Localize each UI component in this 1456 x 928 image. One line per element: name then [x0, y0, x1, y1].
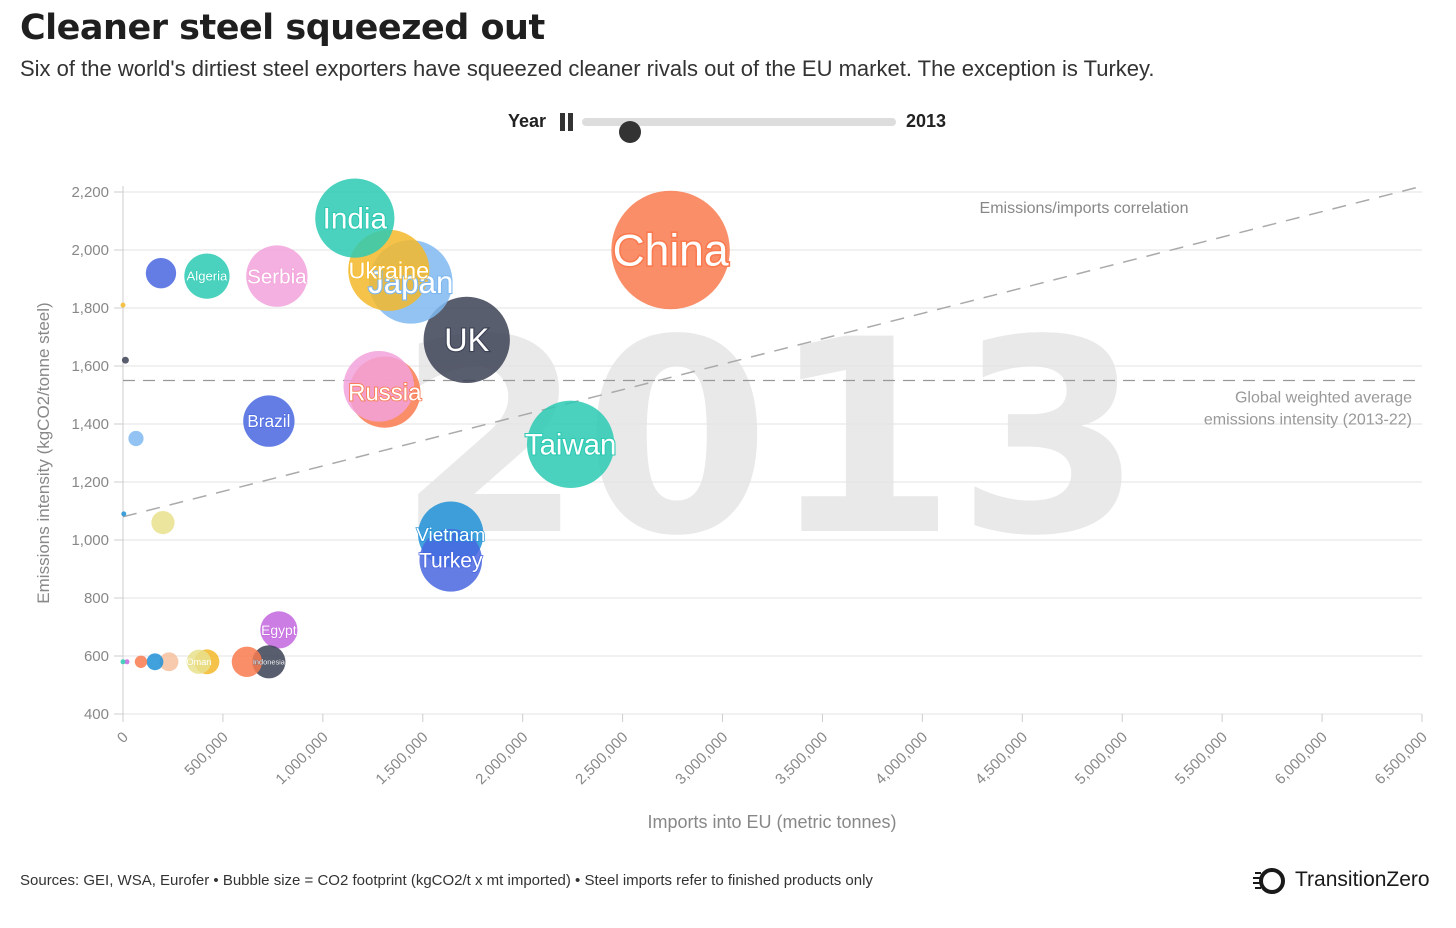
y-tick-label: 600: [84, 648, 109, 665]
bubble-egypt[interactable]: [260, 611, 298, 649]
chart-title: Cleaner steel squeezed out: [20, 8, 545, 48]
reference-lines: Global weighted average emissions intensi…: [122, 185, 1423, 518]
year-watermark: 2013: [397, 283, 1143, 595]
bubble-serbia[interactable]: [246, 245, 308, 307]
y-tick-label: 2,200: [71, 184, 109, 201]
y-tick-label: 400: [84, 706, 109, 723]
bubble-uk[interactable]: [423, 296, 510, 384]
bubble-label: UK: [444, 322, 489, 358]
year-controls: Year 2013: [508, 108, 968, 143]
year-value: 2013: [906, 111, 947, 131]
bubble-chart: 2013 400 600 800 1,000 1,200 1,400 1,600 1,800 2…: [34, 178, 1431, 832]
bubble-label: Russia: [348, 379, 422, 406]
y-tick-label: 1,000: [71, 532, 109, 549]
bubble-label: Taiwan: [525, 429, 617, 462]
x-tick-label: 3,500,000: [772, 729, 831, 788]
bubble-taiwan[interactable]: [526, 400, 615, 488]
x-tick-label: 5,000,000: [1072, 729, 1131, 788]
transitionzero-logo-icon: [1253, 868, 1285, 894]
bubble-label: Egypt: [261, 622, 297, 638]
x-tick-label: 2,500,000: [572, 729, 631, 788]
y-tick-label: 1,800: [71, 300, 109, 317]
bubble-oman[interactable]: [186, 649, 212, 674]
bubble[interactable]: [146, 653, 164, 671]
y-tick-label: 800: [84, 590, 109, 607]
bubble-label: Turkey: [419, 550, 483, 573]
brand-logo: TransitionZero: [1253, 864, 1443, 896]
bubble[interactable]: [151, 511, 175, 535]
y-axis-label: Emissions intensity (kgCO2/tonne steel): [34, 302, 53, 603]
bubble-label: China: [613, 227, 729, 276]
x-tick-label: 500,000: [181, 729, 231, 779]
x-tick-label: 4,500,000: [972, 729, 1031, 788]
bubble-label: Brazil: [247, 411, 290, 431]
bubble-label: Vietnam: [416, 525, 485, 546]
correlation-line: [122, 185, 1423, 518]
bubble-label: Oman: [187, 657, 212, 667]
x-tick-label: 6,000,000: [1272, 729, 1331, 788]
y-tick-label: 1,200: [71, 474, 109, 491]
bubble-label: Serbia: [247, 265, 307, 288]
bubble[interactable]: [159, 652, 179, 672]
x-tick-label: 0: [114, 729, 132, 747]
bubble[interactable]: [120, 302, 126, 308]
bubble-china[interactable]: [611, 190, 730, 310]
bubble-indonesia[interactable]: [252, 645, 286, 679]
bubble[interactable]: [134, 655, 148, 668]
bubble-india[interactable]: [315, 178, 395, 258]
year-slider[interactable]: [582, 118, 896, 143]
bubble-label: Algeria: [187, 269, 228, 284]
bubble[interactable]: [121, 356, 129, 364]
bubble[interactable]: [145, 258, 177, 289]
bubble-label: Indonesia: [253, 657, 286, 666]
x-tick-label: 4,000,000: [872, 729, 931, 788]
x-tick-label: 2,000,000: [472, 729, 531, 788]
brand-name: TransitionZero: [1295, 868, 1430, 891]
bubble-label: India: [323, 202, 388, 235]
bubble-turkey[interactable]: [419, 529, 483, 592]
bubble-brazil[interactable]: [243, 395, 295, 447]
year-slider-handle[interactable]: [618, 121, 641, 143]
bubble[interactable]: [120, 659, 126, 665]
chart-subtitle: Six of the world's dirtiest steel export…: [20, 56, 1155, 81]
year-label: Year: [508, 111, 547, 131]
bubble[interactable]: [124, 659, 130, 665]
x-axis-label: Imports into EU (metric tonnes): [647, 812, 896, 832]
bubble-label: Ukraine: [348, 257, 429, 283]
x-tick-label: 3,000,000: [672, 729, 731, 788]
y-tick-label: 1,400: [71, 416, 109, 433]
bubble[interactable]: [128, 430, 144, 447]
bubbles: [120, 178, 730, 679]
correlation-label: Emissions/imports correlation: [980, 200, 1189, 217]
bubble[interactable]: [343, 350, 415, 422]
x-tick-label: 1,000,000: [272, 729, 331, 788]
x-tick-label: 1,500,000: [372, 729, 431, 788]
x-tick-label: 6,500,000: [1372, 729, 1431, 788]
sources-note: Sources: GEI, WSA, Eurofer • Bubble size…: [20, 872, 873, 889]
global-average-label: emissions intensity (2013-22): [1204, 412, 1412, 429]
bubble-algeria[interactable]: [184, 253, 230, 299]
global-average-label: Global weighted average: [1235, 390, 1412, 407]
x-tick-label: 5,500,000: [1172, 729, 1231, 788]
y-tick-label: 1,600: [71, 358, 109, 375]
y-tick-label: 2,000: [71, 242, 109, 259]
bubble[interactable]: [121, 511, 127, 517]
bubble-label: Japan: [368, 265, 453, 300]
pause-icon[interactable]: [559, 113, 575, 131]
bubble[interactable]: [231, 646, 263, 677]
